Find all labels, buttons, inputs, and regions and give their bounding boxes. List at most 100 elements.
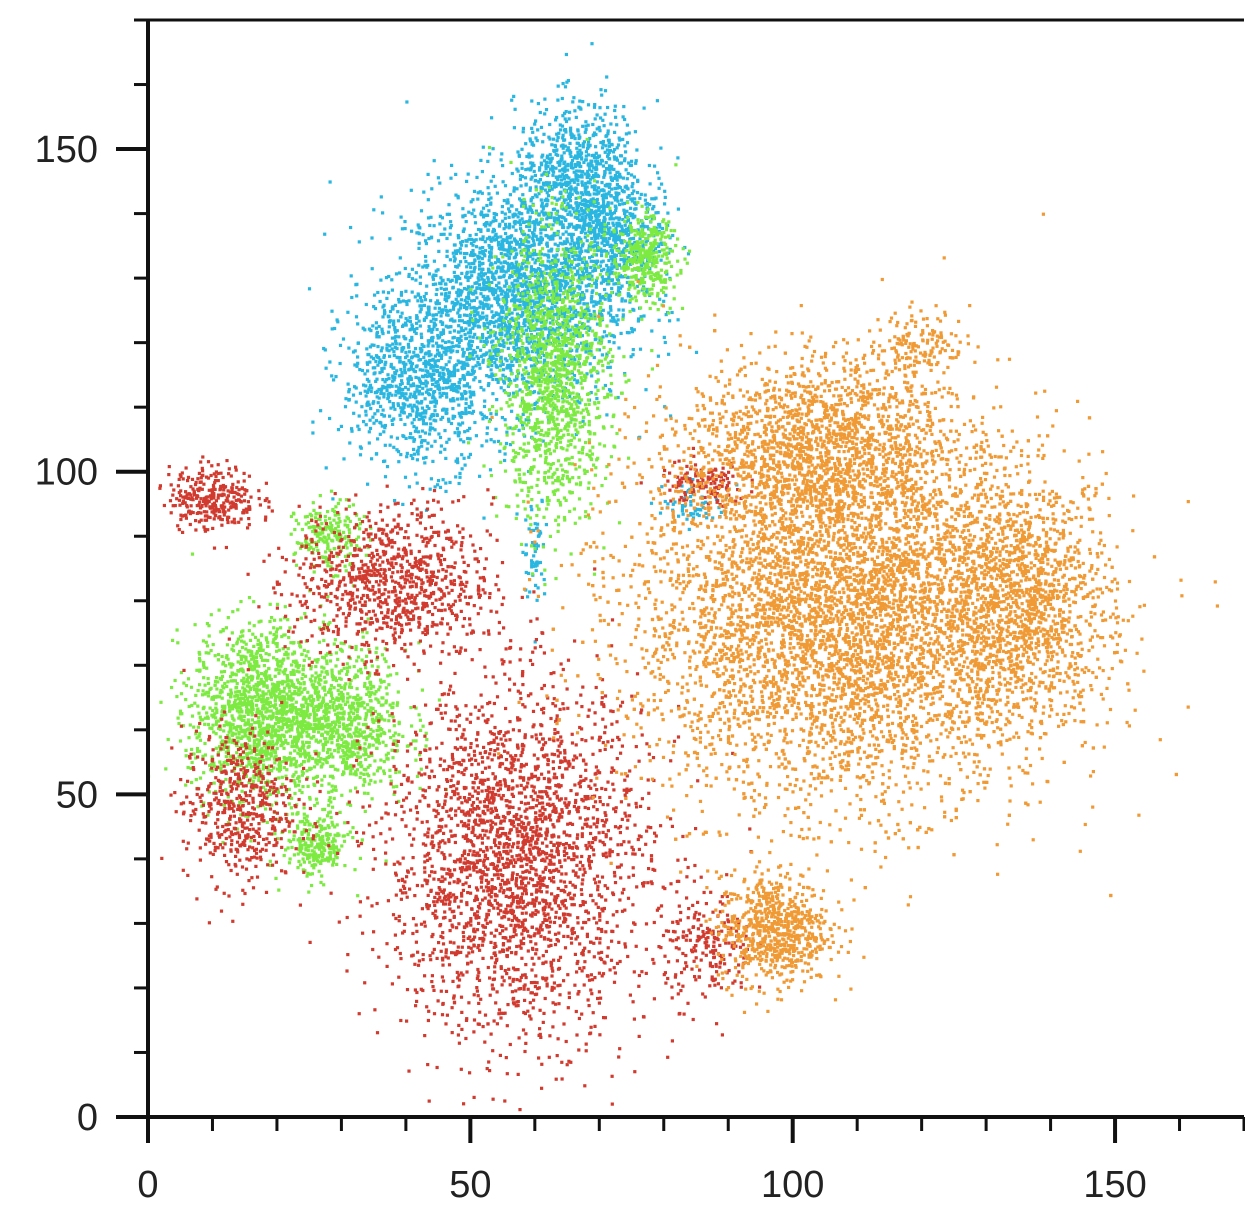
scatter-point — [438, 485, 443, 489]
scatter-point — [450, 341, 454, 345]
scatter-point — [515, 242, 519, 246]
scatter-point — [481, 305, 485, 309]
scatter-point — [473, 376, 477, 380]
scatter-point — [585, 313, 589, 317]
scatter-point — [375, 377, 379, 381]
scatter-point — [491, 219, 495, 223]
scatter-point — [540, 330, 545, 334]
scatter-point — [704, 500, 708, 504]
scatter-point — [582, 140, 586, 144]
scatter-point — [497, 303, 501, 307]
scatter-point — [333, 326, 337, 331]
scatter-point — [497, 297, 501, 302]
scatter-point — [393, 303, 397, 307]
scatter-point — [601, 197, 605, 201]
scatter-point — [580, 334, 584, 338]
scatter-point — [542, 515, 546, 519]
scatter-point — [559, 289, 563, 293]
scatter-point — [470, 274, 474, 278]
scatter-point — [351, 393, 356, 397]
scatter-point — [404, 350, 408, 354]
scatter-point — [685, 517, 689, 521]
scatter-point — [573, 257, 577, 262]
scatter-point — [459, 397, 463, 401]
scatter-point — [623, 299, 628, 303]
scatter-point — [523, 306, 527, 310]
scatter-point — [389, 435, 393, 439]
scatter-point — [614, 115, 618, 119]
scatter-point — [526, 287, 530, 291]
scatter-point — [493, 277, 497, 281]
scatter-point — [477, 362, 481, 367]
scatter-point — [544, 339, 548, 343]
scatter-point — [568, 349, 572, 353]
scatter-point — [607, 156, 611, 161]
scatter-point — [503, 452, 507, 456]
scatter-point — [356, 424, 360, 428]
scatter-point — [550, 167, 554, 171]
scatter-point — [482, 303, 486, 307]
scatter-point — [531, 239, 536, 243]
scatter-point — [457, 381, 461, 385]
scatter-point — [597, 209, 601, 213]
scatter-point — [491, 272, 495, 276]
scatter-point — [668, 319, 672, 323]
scatter-point — [600, 93, 604, 97]
scatter-point — [481, 252, 485, 256]
scatter-point — [569, 279, 573, 283]
scatter-point — [478, 237, 482, 241]
scatter-point — [410, 421, 414, 425]
scatter-point — [561, 312, 565, 316]
scatter-point — [578, 169, 582, 173]
scatter-point — [379, 278, 383, 282]
scatter-point — [630, 159, 634, 163]
scatter-point — [502, 319, 506, 323]
scatter-point — [395, 347, 399, 351]
scatter-point — [422, 190, 426, 194]
scatter-point — [601, 308, 605, 312]
scatter-point — [536, 300, 540, 304]
scatter-point — [494, 336, 499, 340]
scatter-point — [539, 161, 543, 165]
scatter-point — [475, 296, 479, 300]
scatter-point — [356, 341, 360, 345]
scatter-point — [396, 319, 400, 323]
scatter-point — [461, 421, 465, 425]
scatter-point — [604, 476, 608, 480]
scatter-point — [530, 384, 534, 388]
scatter-point — [535, 218, 539, 222]
scatter-point — [398, 395, 402, 399]
scatter-point — [460, 453, 464, 457]
scatter-point — [578, 401, 582, 405]
scatter-point — [595, 291, 599, 296]
scatter-point — [536, 279, 541, 283]
scatter-point — [494, 427, 498, 431]
scatter-point — [555, 286, 559, 290]
scatter-point — [451, 307, 456, 311]
scatter-point — [547, 135, 551, 139]
scatter-point — [499, 275, 503, 279]
scatter-point — [432, 273, 436, 277]
scatter-point — [578, 285, 582, 289]
scatter-point — [438, 395, 442, 399]
scatter-point — [439, 353, 443, 357]
scatter-point — [578, 99, 582, 103]
scatter-point — [494, 288, 498, 292]
scatter-point — [482, 283, 486, 287]
scatter-point — [476, 345, 480, 350]
scatter-point — [619, 161, 624, 165]
scatter-point — [595, 233, 599, 237]
scatter-point — [507, 243, 512, 247]
scatter-point — [656, 354, 660, 358]
scatter-point — [628, 300, 632, 304]
scatter-point — [583, 190, 587, 194]
scatter-point — [478, 300, 482, 304]
scatter-point — [409, 188, 413, 192]
scatter-point — [623, 223, 627, 227]
scatter-point — [520, 239, 524, 243]
scatter-point — [485, 285, 489, 289]
scatter-point — [490, 363, 494, 368]
scatter-point — [608, 347, 613, 352]
scatter-point — [518, 197, 522, 201]
scatter-point — [431, 426, 435, 430]
